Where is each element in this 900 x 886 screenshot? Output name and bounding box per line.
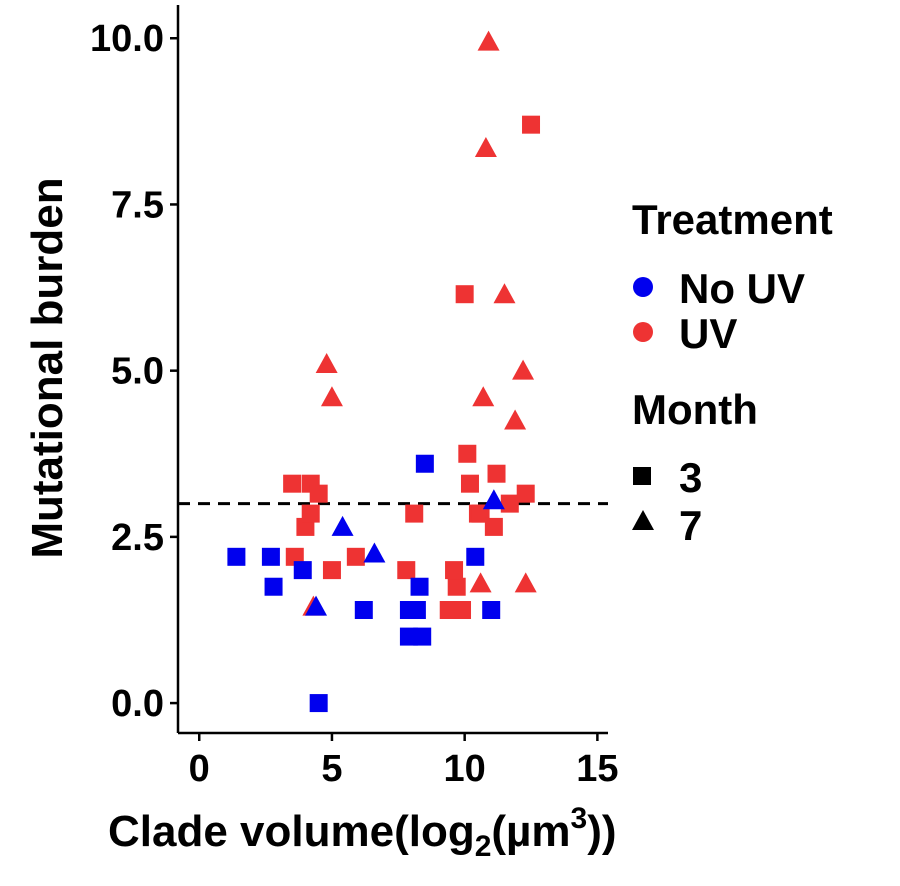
x-tick-label: 10 xyxy=(444,748,486,790)
x-tick-label: 15 xyxy=(576,748,618,790)
legend-label-uv: UV xyxy=(679,310,737,357)
y-tick-label: 10.0 xyxy=(90,18,164,60)
legend: Treatment No UV UV Month 3 7 xyxy=(632,196,833,549)
point-no-uv-month-3 xyxy=(407,601,426,620)
point-no-uv-month-3 xyxy=(264,577,283,596)
point-uv-month-7 xyxy=(320,386,343,407)
x-axis-title: Clade volume(log2(µm3)) xyxy=(108,802,617,863)
point-uv-month-7 xyxy=(514,572,537,593)
point-uv-month-7 xyxy=(315,353,338,374)
x-axis-title-mid: (µm xyxy=(491,807,570,856)
point-uv-month-3 xyxy=(397,561,416,580)
point-no-uv-month-7 xyxy=(363,542,386,563)
legend-title-month: Month xyxy=(632,386,758,433)
point-uv-month-3 xyxy=(301,504,320,523)
point-no-uv-month-3 xyxy=(466,547,485,566)
y-tick-label: 7.5 xyxy=(111,184,164,226)
legend-key-uv xyxy=(633,322,653,342)
point-uv-month-3 xyxy=(516,484,535,503)
point-no-uv-month-3 xyxy=(410,577,429,596)
point-uv-month-3 xyxy=(453,601,472,620)
legend-title-treatment: Treatment xyxy=(632,196,833,243)
point-uv-month-3 xyxy=(445,561,464,580)
point-uv-month-3 xyxy=(283,474,302,493)
y-axis-title: Mutational burden xyxy=(23,177,72,558)
point-no-uv-month-3 xyxy=(227,547,246,566)
y-axis-ticks: 0.0 2.5 5.0 7.5 10.0 xyxy=(90,18,178,725)
point-uv-month-3 xyxy=(455,285,474,304)
point-uv-month-3 xyxy=(309,484,328,503)
point-uv-month-7 xyxy=(469,572,492,593)
y-tick-label: 0.0 xyxy=(111,683,164,725)
legend-label-month-7: 7 xyxy=(679,502,702,549)
point-no-uv-month-7 xyxy=(331,515,354,536)
point-uv-month-7 xyxy=(493,283,516,304)
point-uv-month-3 xyxy=(322,561,341,580)
x-tick-label: 0 xyxy=(189,748,210,790)
point-uv-month-3 xyxy=(405,504,424,523)
point-uv-month-3 xyxy=(460,474,479,493)
point-no-uv-month-7 xyxy=(482,489,505,510)
point-uv-month-3 xyxy=(487,464,506,483)
point-no-uv-month-3 xyxy=(415,454,434,473)
x-axis-title-superscript: 3 xyxy=(571,802,588,835)
point-no-uv-month-7 xyxy=(305,595,328,616)
legend-key-month-3 xyxy=(633,467,651,485)
legend-label-no-uv: No UV xyxy=(679,265,805,312)
legend-key-no-uv xyxy=(633,277,653,297)
point-uv-month-3 xyxy=(458,444,477,463)
point-uv-month-7 xyxy=(477,30,500,51)
point-uv-month-3 xyxy=(522,115,541,134)
data-points xyxy=(227,30,541,713)
legend-key-month-7 xyxy=(632,510,654,530)
point-no-uv-month-3 xyxy=(261,547,280,566)
x-axis-ticks: 0 5 10 15 xyxy=(189,733,619,790)
point-uv-month-7 xyxy=(512,359,535,380)
x-axis-title-suffix: )) xyxy=(587,807,616,856)
point-uv-month-7 xyxy=(474,136,497,157)
x-axis-title-subscript: 2 xyxy=(475,830,492,863)
point-uv-month-3 xyxy=(346,547,365,566)
y-tick-label: 2.5 xyxy=(111,517,164,559)
point-no-uv-month-3 xyxy=(293,561,312,580)
point-no-uv-month-3 xyxy=(413,627,432,646)
point-uv-month-7 xyxy=(472,386,495,407)
y-tick-label: 5.0 xyxy=(111,351,164,393)
x-axis-title-prefix: Clade volume(log xyxy=(108,807,475,856)
legend-label-month-3: 3 xyxy=(679,454,702,501)
plot-area: 0.0 2.5 5.0 7.5 10.0 0 5 10 15 xyxy=(90,5,619,790)
point-no-uv-month-3 xyxy=(482,601,501,620)
point-uv-month-3 xyxy=(484,517,503,536)
point-uv-month-7 xyxy=(504,409,527,430)
point-uv-month-3 xyxy=(500,494,519,513)
point-no-uv-month-3 xyxy=(354,601,373,620)
x-tick-label: 5 xyxy=(321,748,342,790)
point-uv-month-3 xyxy=(447,577,466,596)
point-no-uv-month-3 xyxy=(309,694,328,713)
